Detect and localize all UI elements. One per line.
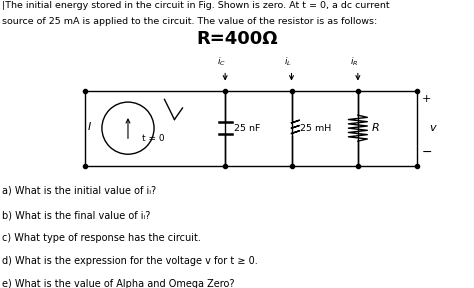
- Text: I: I: [88, 122, 91, 132]
- Text: R=400Ω: R=400Ω: [196, 30, 278, 48]
- Text: d) What is the expression for the voltage v for t ≥ 0.: d) What is the expression for the voltag…: [2, 256, 258, 266]
- Text: a) What is the initial value of iₗ?: a) What is the initial value of iₗ?: [2, 186, 156, 196]
- Text: v: v: [429, 123, 436, 133]
- Text: t = 0: t = 0: [142, 134, 165, 143]
- Text: $i_C$: $i_C$: [217, 55, 226, 68]
- Text: |The initial energy stored in the circuit in Fig. Shown is zero. At t = 0, a dc : |The initial energy stored in the circui…: [2, 1, 390, 10]
- Text: −: −: [422, 145, 432, 158]
- Text: 25 mH: 25 mH: [300, 124, 331, 133]
- Text: source of 25 mA is applied to the circuit. The value of the resistor is as follo: source of 25 mA is applied to the circui…: [2, 17, 378, 26]
- Text: +: +: [422, 94, 431, 104]
- Text: R: R: [372, 123, 380, 133]
- Text: b) What is the final value of iₗ?: b) What is the final value of iₗ?: [2, 210, 151, 220]
- Text: $i_L$: $i_L$: [284, 55, 292, 68]
- Text: c) What type of response has the circuit.: c) What type of response has the circuit…: [2, 233, 201, 243]
- Text: 25 nF: 25 nF: [234, 124, 260, 133]
- Text: $i_R$: $i_R$: [350, 55, 358, 68]
- Text: e) What is the value of Alpha and Omega Zero?: e) What is the value of Alpha and Omega …: [2, 279, 235, 288]
